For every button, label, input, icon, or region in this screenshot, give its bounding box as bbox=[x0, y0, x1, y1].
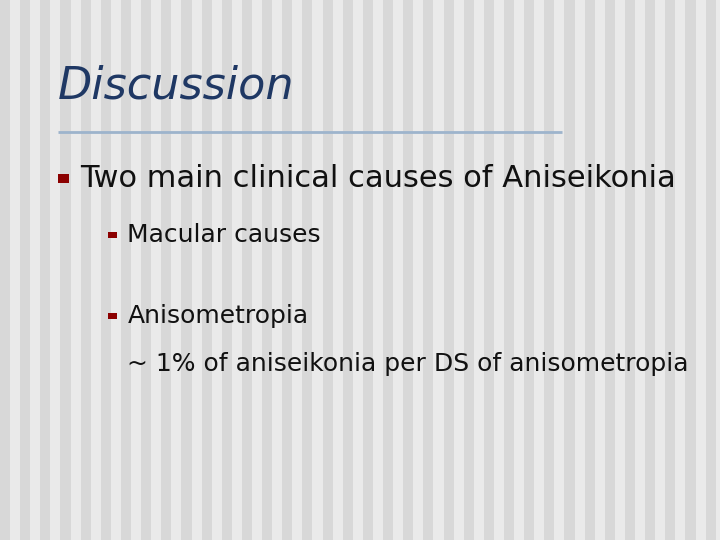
Bar bbox=[202, 0, 212, 540]
Text: Macular causes: Macular causes bbox=[127, 223, 321, 247]
Bar bbox=[564, 0, 575, 540]
Bar bbox=[484, 0, 494, 540]
Bar bbox=[423, 0, 433, 540]
Bar bbox=[544, 0, 554, 540]
Bar bbox=[40, 0, 50, 540]
Bar bbox=[383, 0, 393, 540]
Text: ~ 1% of aniseikonia per DS of anisometropia: ~ 1% of aniseikonia per DS of anisometro… bbox=[127, 353, 689, 376]
Bar bbox=[302, 0, 312, 540]
Bar bbox=[363, 0, 373, 540]
Bar bbox=[504, 0, 514, 540]
Bar bbox=[20, 0, 30, 540]
Bar bbox=[706, 0, 716, 540]
Bar bbox=[108, 232, 117, 238]
Bar bbox=[343, 0, 353, 540]
Bar bbox=[605, 0, 615, 540]
Bar bbox=[464, 0, 474, 540]
Bar bbox=[101, 0, 111, 540]
Bar bbox=[685, 0, 696, 540]
Bar bbox=[81, 0, 91, 540]
Bar bbox=[181, 0, 192, 540]
Text: Two main clinical causes of Aniseikonia: Two main clinical causes of Aniseikonia bbox=[80, 164, 675, 193]
Bar bbox=[444, 0, 454, 540]
Bar bbox=[262, 0, 272, 540]
Text: Anisometropia: Anisometropia bbox=[127, 304, 309, 328]
Bar bbox=[323, 0, 333, 540]
Bar bbox=[665, 0, 675, 540]
Bar bbox=[625, 0, 635, 540]
Bar bbox=[645, 0, 655, 540]
Bar bbox=[141, 0, 151, 540]
Bar bbox=[222, 0, 232, 540]
Bar bbox=[585, 0, 595, 540]
Bar bbox=[524, 0, 534, 540]
Bar bbox=[242, 0, 252, 540]
Text: Discussion: Discussion bbox=[58, 65, 294, 108]
Bar bbox=[58, 174, 69, 183]
Bar bbox=[121, 0, 131, 540]
Bar bbox=[161, 0, 171, 540]
Bar bbox=[108, 313, 117, 319]
Bar bbox=[0, 0, 10, 540]
Bar bbox=[403, 0, 413, 540]
Bar bbox=[282, 0, 292, 540]
Bar bbox=[60, 0, 71, 540]
